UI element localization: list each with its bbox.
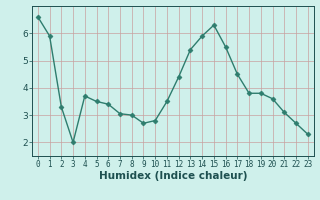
X-axis label: Humidex (Indice chaleur): Humidex (Indice chaleur) bbox=[99, 171, 247, 181]
